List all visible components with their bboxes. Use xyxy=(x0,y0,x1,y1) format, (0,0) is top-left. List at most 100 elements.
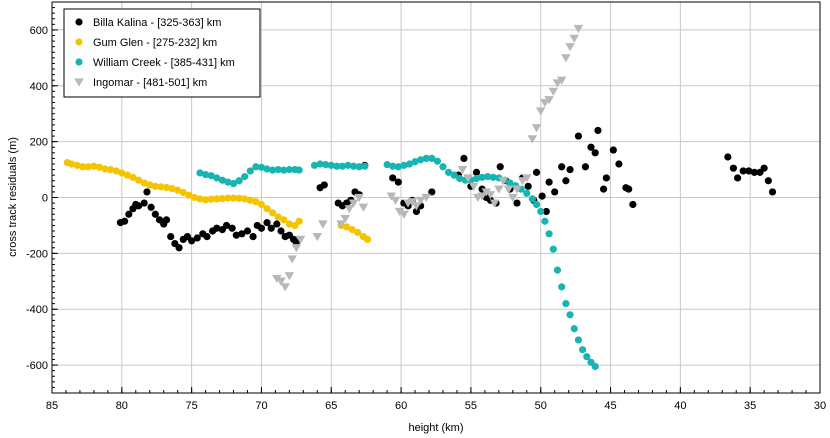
data-point xyxy=(224,194,232,202)
data-point xyxy=(202,170,210,179)
data-point xyxy=(439,163,447,171)
data-point xyxy=(450,171,458,179)
data-point xyxy=(284,272,295,281)
data-point xyxy=(263,219,271,227)
data-point xyxy=(263,165,271,173)
y-tick-label: -600 xyxy=(26,360,48,372)
data-point xyxy=(400,161,408,169)
data-point xyxy=(257,163,266,171)
data-point xyxy=(121,217,129,225)
data-point xyxy=(269,209,277,217)
data-point xyxy=(531,124,542,133)
data-point xyxy=(168,184,176,193)
data-point xyxy=(541,217,549,225)
data-point xyxy=(101,165,109,173)
data-point xyxy=(188,237,196,245)
data-point xyxy=(157,183,165,191)
series-layer xyxy=(63,24,777,371)
data-point xyxy=(344,161,352,169)
data-point xyxy=(202,196,210,204)
legend-label: William Creek - [385-431] km xyxy=(93,57,235,69)
y-tick-label: 600 xyxy=(30,25,48,37)
x-tick-label: 80 xyxy=(116,400,128,412)
data-point xyxy=(523,189,531,197)
data-point xyxy=(537,207,545,216)
data-point xyxy=(295,217,303,225)
data-point xyxy=(285,165,293,174)
data-point xyxy=(521,174,532,183)
data-point xyxy=(472,168,481,176)
data-point xyxy=(196,195,204,203)
x-axis-title: height (km) xyxy=(408,422,463,434)
data-point xyxy=(390,196,401,205)
data-point xyxy=(594,126,602,135)
data-point xyxy=(196,169,204,177)
data-point xyxy=(218,195,226,203)
data-point xyxy=(291,244,302,253)
data-point xyxy=(241,172,249,181)
data-point xyxy=(394,178,402,186)
data-point xyxy=(484,172,492,181)
data-point xyxy=(350,162,358,170)
data-point xyxy=(527,135,538,144)
y-tick-label: -400 xyxy=(26,304,48,316)
data-point xyxy=(318,220,328,229)
data-point xyxy=(574,336,583,344)
data-point xyxy=(344,205,355,214)
data-point xyxy=(389,174,397,182)
data-point xyxy=(322,160,330,169)
data-point xyxy=(422,154,430,162)
data-point xyxy=(147,203,155,211)
data-point xyxy=(229,179,238,188)
data-point xyxy=(625,185,633,193)
data-point xyxy=(241,195,249,203)
data-point xyxy=(457,165,468,175)
x-tick-label: 45 xyxy=(604,400,616,412)
data-point xyxy=(140,199,148,207)
legend-marker xyxy=(75,18,83,26)
data-point xyxy=(394,163,402,171)
x-tick-label: 60 xyxy=(395,400,407,412)
data-point xyxy=(277,227,285,235)
data-point xyxy=(267,224,275,232)
data-point xyxy=(548,87,559,96)
data-point xyxy=(280,216,288,224)
data-point xyxy=(729,164,738,172)
series-2 xyxy=(63,158,372,243)
data-point xyxy=(538,192,546,200)
data-point xyxy=(273,220,281,228)
axes: 85 80 75 70 65 60 55 50 45 40 35 30 -600 -400 -200 0 200… xyxy=(26,1,826,412)
data-point xyxy=(477,192,487,201)
data-point xyxy=(468,182,479,191)
data-point xyxy=(269,166,277,174)
data-point xyxy=(235,194,243,202)
data-point xyxy=(95,163,104,171)
data-point xyxy=(107,165,115,174)
data-point xyxy=(276,277,286,286)
data-point xyxy=(566,311,574,319)
data-point xyxy=(207,172,215,180)
y-tick-label: 400 xyxy=(30,81,48,93)
data-point xyxy=(591,362,599,371)
data-point xyxy=(558,283,566,291)
data-point xyxy=(602,174,610,182)
data-point xyxy=(252,198,260,206)
data-point xyxy=(551,188,559,196)
data-point xyxy=(750,168,758,176)
data-point xyxy=(587,143,595,151)
data-point xyxy=(140,179,148,187)
data-point xyxy=(574,132,583,140)
data-point xyxy=(146,181,154,189)
data-point xyxy=(175,244,183,252)
data-point xyxy=(333,162,341,170)
data-point xyxy=(460,154,468,162)
data-point xyxy=(579,346,587,354)
series-3 xyxy=(196,154,599,371)
data-point xyxy=(238,230,246,238)
data-point xyxy=(481,188,492,197)
data-point xyxy=(354,193,364,203)
data-point xyxy=(257,200,266,209)
data-point xyxy=(90,162,98,170)
series-4 xyxy=(272,24,584,292)
legend-marker xyxy=(75,38,83,46)
